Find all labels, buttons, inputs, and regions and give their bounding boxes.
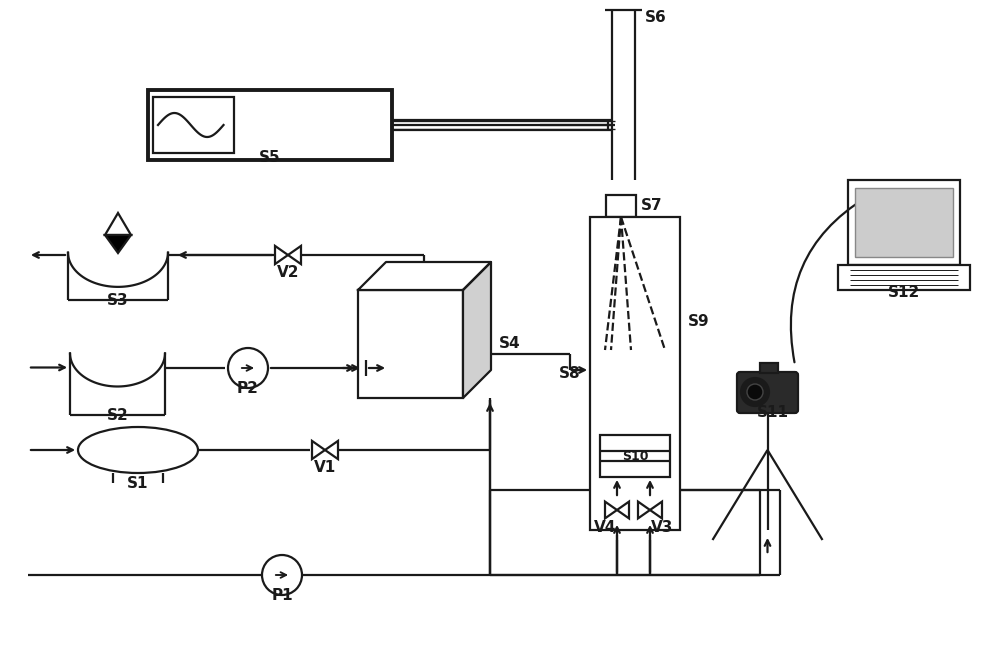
Text: S10: S10 <box>622 450 648 463</box>
Polygon shape <box>463 262 491 398</box>
FancyBboxPatch shape <box>848 180 960 265</box>
FancyBboxPatch shape <box>600 435 670 477</box>
Text: S8: S8 <box>558 365 580 380</box>
Text: V3: V3 <box>651 520 673 535</box>
Text: S7: S7 <box>641 198 663 213</box>
Polygon shape <box>105 235 131 253</box>
Text: S11: S11 <box>757 405 788 420</box>
Polygon shape <box>358 262 491 290</box>
Text: V4: V4 <box>594 520 616 535</box>
FancyBboxPatch shape <box>855 188 953 257</box>
FancyBboxPatch shape <box>838 265 970 290</box>
Text: S9: S9 <box>688 314 710 329</box>
Polygon shape <box>617 502 629 518</box>
Polygon shape <box>650 502 662 518</box>
Polygon shape <box>312 441 325 459</box>
Circle shape <box>262 555 302 595</box>
Polygon shape <box>638 502 650 518</box>
Polygon shape <box>325 441 338 459</box>
Text: S1: S1 <box>127 476 149 491</box>
FancyBboxPatch shape <box>760 363 778 373</box>
Polygon shape <box>275 246 288 264</box>
FancyBboxPatch shape <box>148 90 392 160</box>
Polygon shape <box>288 246 301 264</box>
Polygon shape <box>105 213 131 235</box>
FancyBboxPatch shape <box>606 195 636 217</box>
Circle shape <box>228 348 268 388</box>
Circle shape <box>741 378 769 406</box>
Text: S4: S4 <box>499 336 521 351</box>
Text: S2: S2 <box>107 408 128 423</box>
FancyBboxPatch shape <box>737 372 798 413</box>
Text: S5: S5 <box>259 150 281 165</box>
FancyBboxPatch shape <box>153 97 234 153</box>
FancyBboxPatch shape <box>590 217 680 530</box>
Text: V1: V1 <box>314 460 336 475</box>
Text: P1: P1 <box>271 588 293 603</box>
Text: S3: S3 <box>107 293 129 308</box>
Circle shape <box>747 384 763 400</box>
Text: V2: V2 <box>277 265 299 280</box>
FancyBboxPatch shape <box>358 290 463 398</box>
Text: S12: S12 <box>888 285 920 300</box>
Polygon shape <box>605 502 617 518</box>
Text: P2: P2 <box>237 381 259 396</box>
Ellipse shape <box>78 427 198 473</box>
Text: S6: S6 <box>645 10 667 25</box>
